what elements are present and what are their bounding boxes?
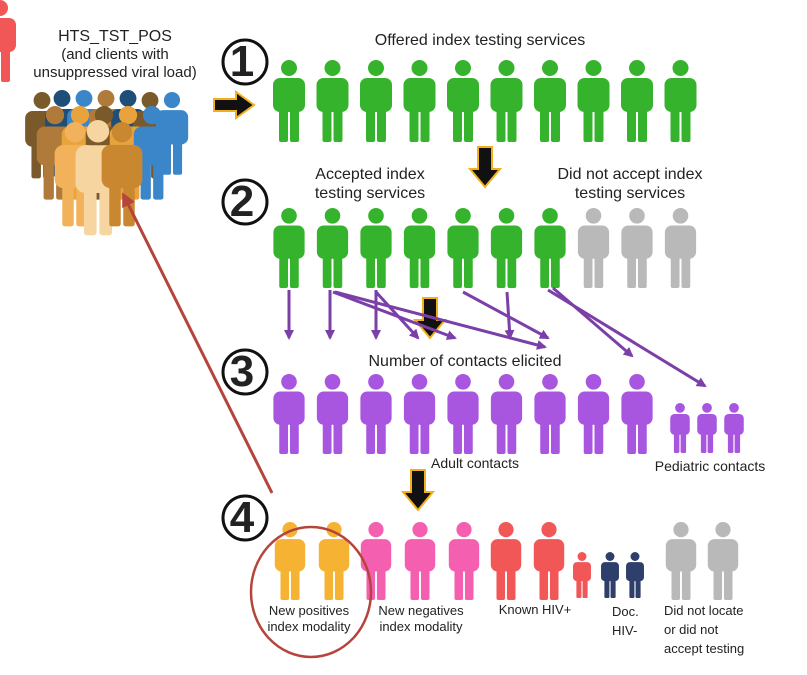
pediatric-contact-person-2 — [697, 403, 717, 453]
new-negative-person-1 — [360, 522, 392, 600]
referral-arrow-4 — [332, 290, 457, 340]
step-2-number: 2 — [229, 177, 255, 226]
referral-arrow-7 — [462, 290, 550, 340]
step-1-label: Offered index testing services — [374, 32, 586, 49]
step-2-accepted-person-6 — [490, 208, 523, 288]
step-3-number: 3 — [229, 347, 255, 396]
step-1-person-2 — [316, 60, 349, 142]
adult-contact-person-5 — [447, 374, 479, 454]
pediatric-contact-person-1 — [670, 403, 690, 453]
source-title: HTS_TST_POS — [58, 28, 172, 45]
step-2-declined-line2: testing services — [574, 185, 686, 202]
step-1-person-6 — [490, 60, 523, 142]
step-2-accepted-person-1 — [273, 208, 305, 288]
new-negative-person-3 — [448, 522, 480, 600]
group-new-positives-line1: New positives — [268, 603, 350, 618]
adult-contact-person-9 — [621, 374, 653, 454]
adult-contact-person-8 — [577, 374, 610, 454]
step-2-accepted-person-2 — [316, 208, 349, 288]
group-not-located-line1: Did not locate — [664, 603, 744, 618]
group-documented-negative-line2: HIV- — [612, 623, 638, 638]
referral-arrow-9 — [552, 286, 634, 358]
arrow-source-to-step-1 — [213, 90, 256, 120]
step-2-declined-person-2 — [621, 208, 653, 288]
step-4-number: 4 — [229, 493, 255, 542]
new-positive-person-1 — [274, 522, 306, 600]
known-positive-person-1 — [490, 522, 522, 600]
not-located-person-2 — [707, 522, 739, 600]
step-2-circle — [221, 178, 269, 226]
group-not-located-line3: accept testing — [664, 641, 745, 656]
arrow-step-3-to-step-4 — [400, 469, 436, 512]
pediatric-contacts-label: Pediatric contacts — [654, 458, 766, 474]
step-1-person-7 — [534, 60, 566, 142]
new-positives-highlight-ellipse — [249, 525, 373, 659]
pediatric-contact-person-3 — [724, 403, 744, 453]
group-not-located-line2: or did not — [664, 622, 719, 637]
source-person-15 — [101, 122, 143, 227]
step-2-accepted-person-5 — [447, 208, 479, 288]
step-1-person-8 — [577, 60, 610, 142]
group-new-positives-line2: index modality — [267, 619, 351, 634]
known-positive-person-2 — [533, 522, 565, 600]
step-3-circle — [221, 348, 269, 396]
step-1-person-9 — [621, 60, 653, 142]
arrow-step-1-to-step-2 — [467, 146, 503, 189]
source-person-12 — [133, 106, 171, 200]
group-new-negatives-line1: New negatives — [378, 603, 464, 618]
known-positive-person-3 — [0, 0, 16, 82]
step-4-circle — [221, 494, 269, 542]
group-new-negatives-line2: index modality — [379, 619, 463, 634]
step-3-label: Number of contacts elicited — [368, 353, 562, 370]
new-negative-person-2 — [404, 522, 436, 600]
adult-contacts-label: Adult contacts — [431, 455, 519, 471]
referral-arrow-5 — [374, 290, 420, 340]
step-2-declined-person-3 — [664, 208, 697, 288]
source-subtitle-line1: (and clients with — [61, 46, 169, 63]
not-located-person-1 — [665, 522, 697, 600]
documented-negative-person-1 — [601, 552, 619, 598]
known-positive-person-3 — [573, 552, 591, 598]
adult-contact-person-1 — [273, 374, 305, 454]
documented-negative-person-2 — [626, 552, 644, 598]
step-1-person-5 — [447, 60, 479, 142]
source-subtitle-line2: unsuppressed viral load) — [33, 64, 197, 81]
step-2-accepted-person-3 — [360, 208, 392, 288]
step-2-accepted-person-7 — [534, 208, 566, 288]
adult-contact-person-7 — [534, 374, 566, 454]
step-2-accepted-line2: testing services — [314, 185, 426, 202]
adult-contact-person-6 — [490, 374, 523, 454]
step-2-accepted-line1: Accepted index — [315, 166, 425, 183]
adult-contact-person-3 — [360, 374, 392, 454]
new-positive-person-2 — [318, 522, 350, 600]
loop-back-arrow — [122, 192, 274, 494]
step-1-person-4 — [403, 60, 436, 142]
step-2-declined-person-1 — [577, 208, 610, 288]
step-2-accepted-person-4 — [403, 208, 436, 288]
step-1-person-3 — [360, 60, 392, 142]
step-1-person-1 — [273, 60, 305, 142]
adult-contact-person-4 — [403, 374, 436, 454]
group-known-positive-line1: Known HIV+ — [498, 602, 572, 617]
adult-contact-person-2 — [316, 374, 349, 454]
step-1-circle — [221, 38, 269, 86]
step-1-number: 1 — [229, 37, 255, 86]
step-1-person-10 — [664, 60, 697, 142]
step-2-declined-line1: Did not accept index — [557, 166, 703, 183]
group-documented-negative-line1: Doc. — [612, 604, 639, 619]
referral-arrow-8 — [504, 291, 515, 340]
referral-arrow-10 — [547, 288, 707, 388]
